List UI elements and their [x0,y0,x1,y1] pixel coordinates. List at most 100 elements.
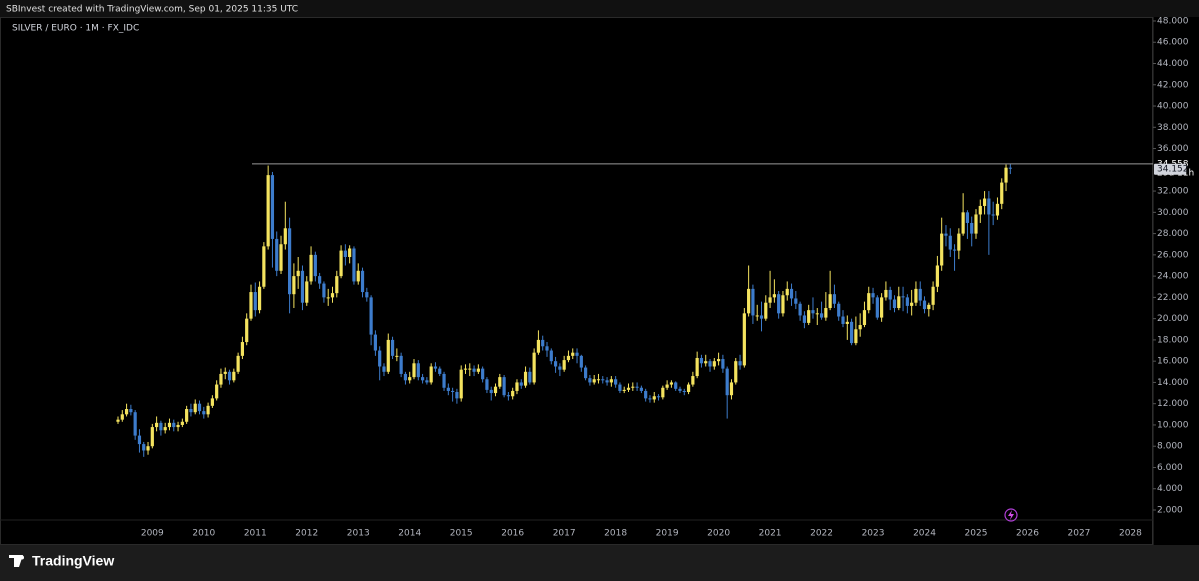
candle-body [322,283,326,298]
x-tick-label: 2017 [553,529,576,539]
candle-body [815,313,819,315]
candle-body [1000,182,1004,204]
y-tick-label: 32.000 [1157,187,1189,197]
candle-body [493,386,498,394]
candle-body [339,250,343,277]
candle-body [635,386,639,388]
candle-body [318,276,322,284]
x-tick-label: 2024 [913,529,936,539]
footer-bar [0,545,1199,581]
x-tick-label: 2011 [244,529,267,539]
candle-body [884,289,888,298]
candle-body [352,248,356,282]
candle-body [910,302,914,306]
candle-body [390,339,395,356]
tv-logo-dot [20,555,24,560]
lightning-icon[interactable] [1004,508,1018,522]
x-tick-label: 2027 [1068,529,1091,539]
candle-body [605,380,609,383]
candle-body [944,233,948,236]
candle-body [802,315,806,323]
candle-body [197,403,202,412]
candle-body [867,293,871,311]
candle-body [871,293,875,298]
candle-body [279,244,283,271]
candle-body [832,294,837,304]
candle-body [532,352,536,383]
candle-body [862,310,867,326]
candle-body [824,308,828,318]
y-tick-label: 18.000 [1157,335,1189,345]
candle-body [249,292,253,319]
x-tick-label: 2016 [501,529,524,539]
candle-body [794,298,798,304]
candle-body [163,427,167,431]
candle-body [541,339,545,347]
candle-body [399,355,403,374]
candle-body [408,377,412,381]
y-tick-label: 44.000 [1157,59,1189,69]
candle-body [957,233,961,251]
candle-body [854,329,858,344]
candle-body [905,297,909,306]
candle-body [403,373,408,381]
candle-body [965,212,970,223]
candle-body [614,379,618,385]
candle-body [137,435,142,445]
candle-body [420,377,425,381]
candle-body [416,363,420,378]
candle-body [412,363,416,378]
candle-body [798,303,802,316]
candle-body [365,292,369,298]
candle-body [335,276,339,294]
candle-body [468,368,472,370]
y-tick-label: 26.000 [1157,250,1189,260]
candle-body [429,366,433,383]
candle-body [747,288,751,314]
candle-body [326,297,330,299]
candle-body [313,254,317,277]
candle-body [935,265,939,287]
x-tick-label: 2018 [604,529,627,539]
candle-body [609,379,613,383]
candle-body [481,368,485,380]
candle-body [185,409,189,422]
candle-body [880,297,884,318]
candle-body [215,384,219,399]
candle-body [622,389,626,391]
x-tick-label: 2009 [141,529,164,539]
y-tick-label: 16.000 [1157,357,1189,367]
candle-body [498,377,502,387]
candle-body [223,371,227,374]
candle-body [292,276,296,295]
candle-body [592,379,596,383]
candle-body [459,369,463,399]
candle-body [631,386,635,388]
x-tick-label: 2023 [862,529,885,539]
candle-body [764,302,768,319]
candle-body [695,357,699,377]
candle-body [283,228,287,245]
symbol-title: SILVER / EURO · 1M · FX_IDC [12,24,139,34]
candle-body [240,342,245,356]
candle-body [888,289,892,300]
candle-body [172,422,176,428]
candle-body [704,361,708,364]
candle-body [275,238,279,271]
candle-body [425,380,429,383]
current-price-label: 34.152 [1157,165,1189,175]
candle-body [472,368,476,372]
candle-body [755,315,759,317]
candle-body [330,293,335,298]
y-tick-label: 42.000 [1157,80,1189,90]
candle-body [305,281,309,303]
candle-body [819,313,824,318]
candle-body [446,387,450,391]
candle-body [300,270,305,303]
candle-body [665,384,669,388]
candle-body [455,392,459,399]
candle-body [236,355,240,372]
y-tick-label: 36.000 [1157,144,1189,154]
y-tick-label: 20.000 [1157,314,1189,324]
